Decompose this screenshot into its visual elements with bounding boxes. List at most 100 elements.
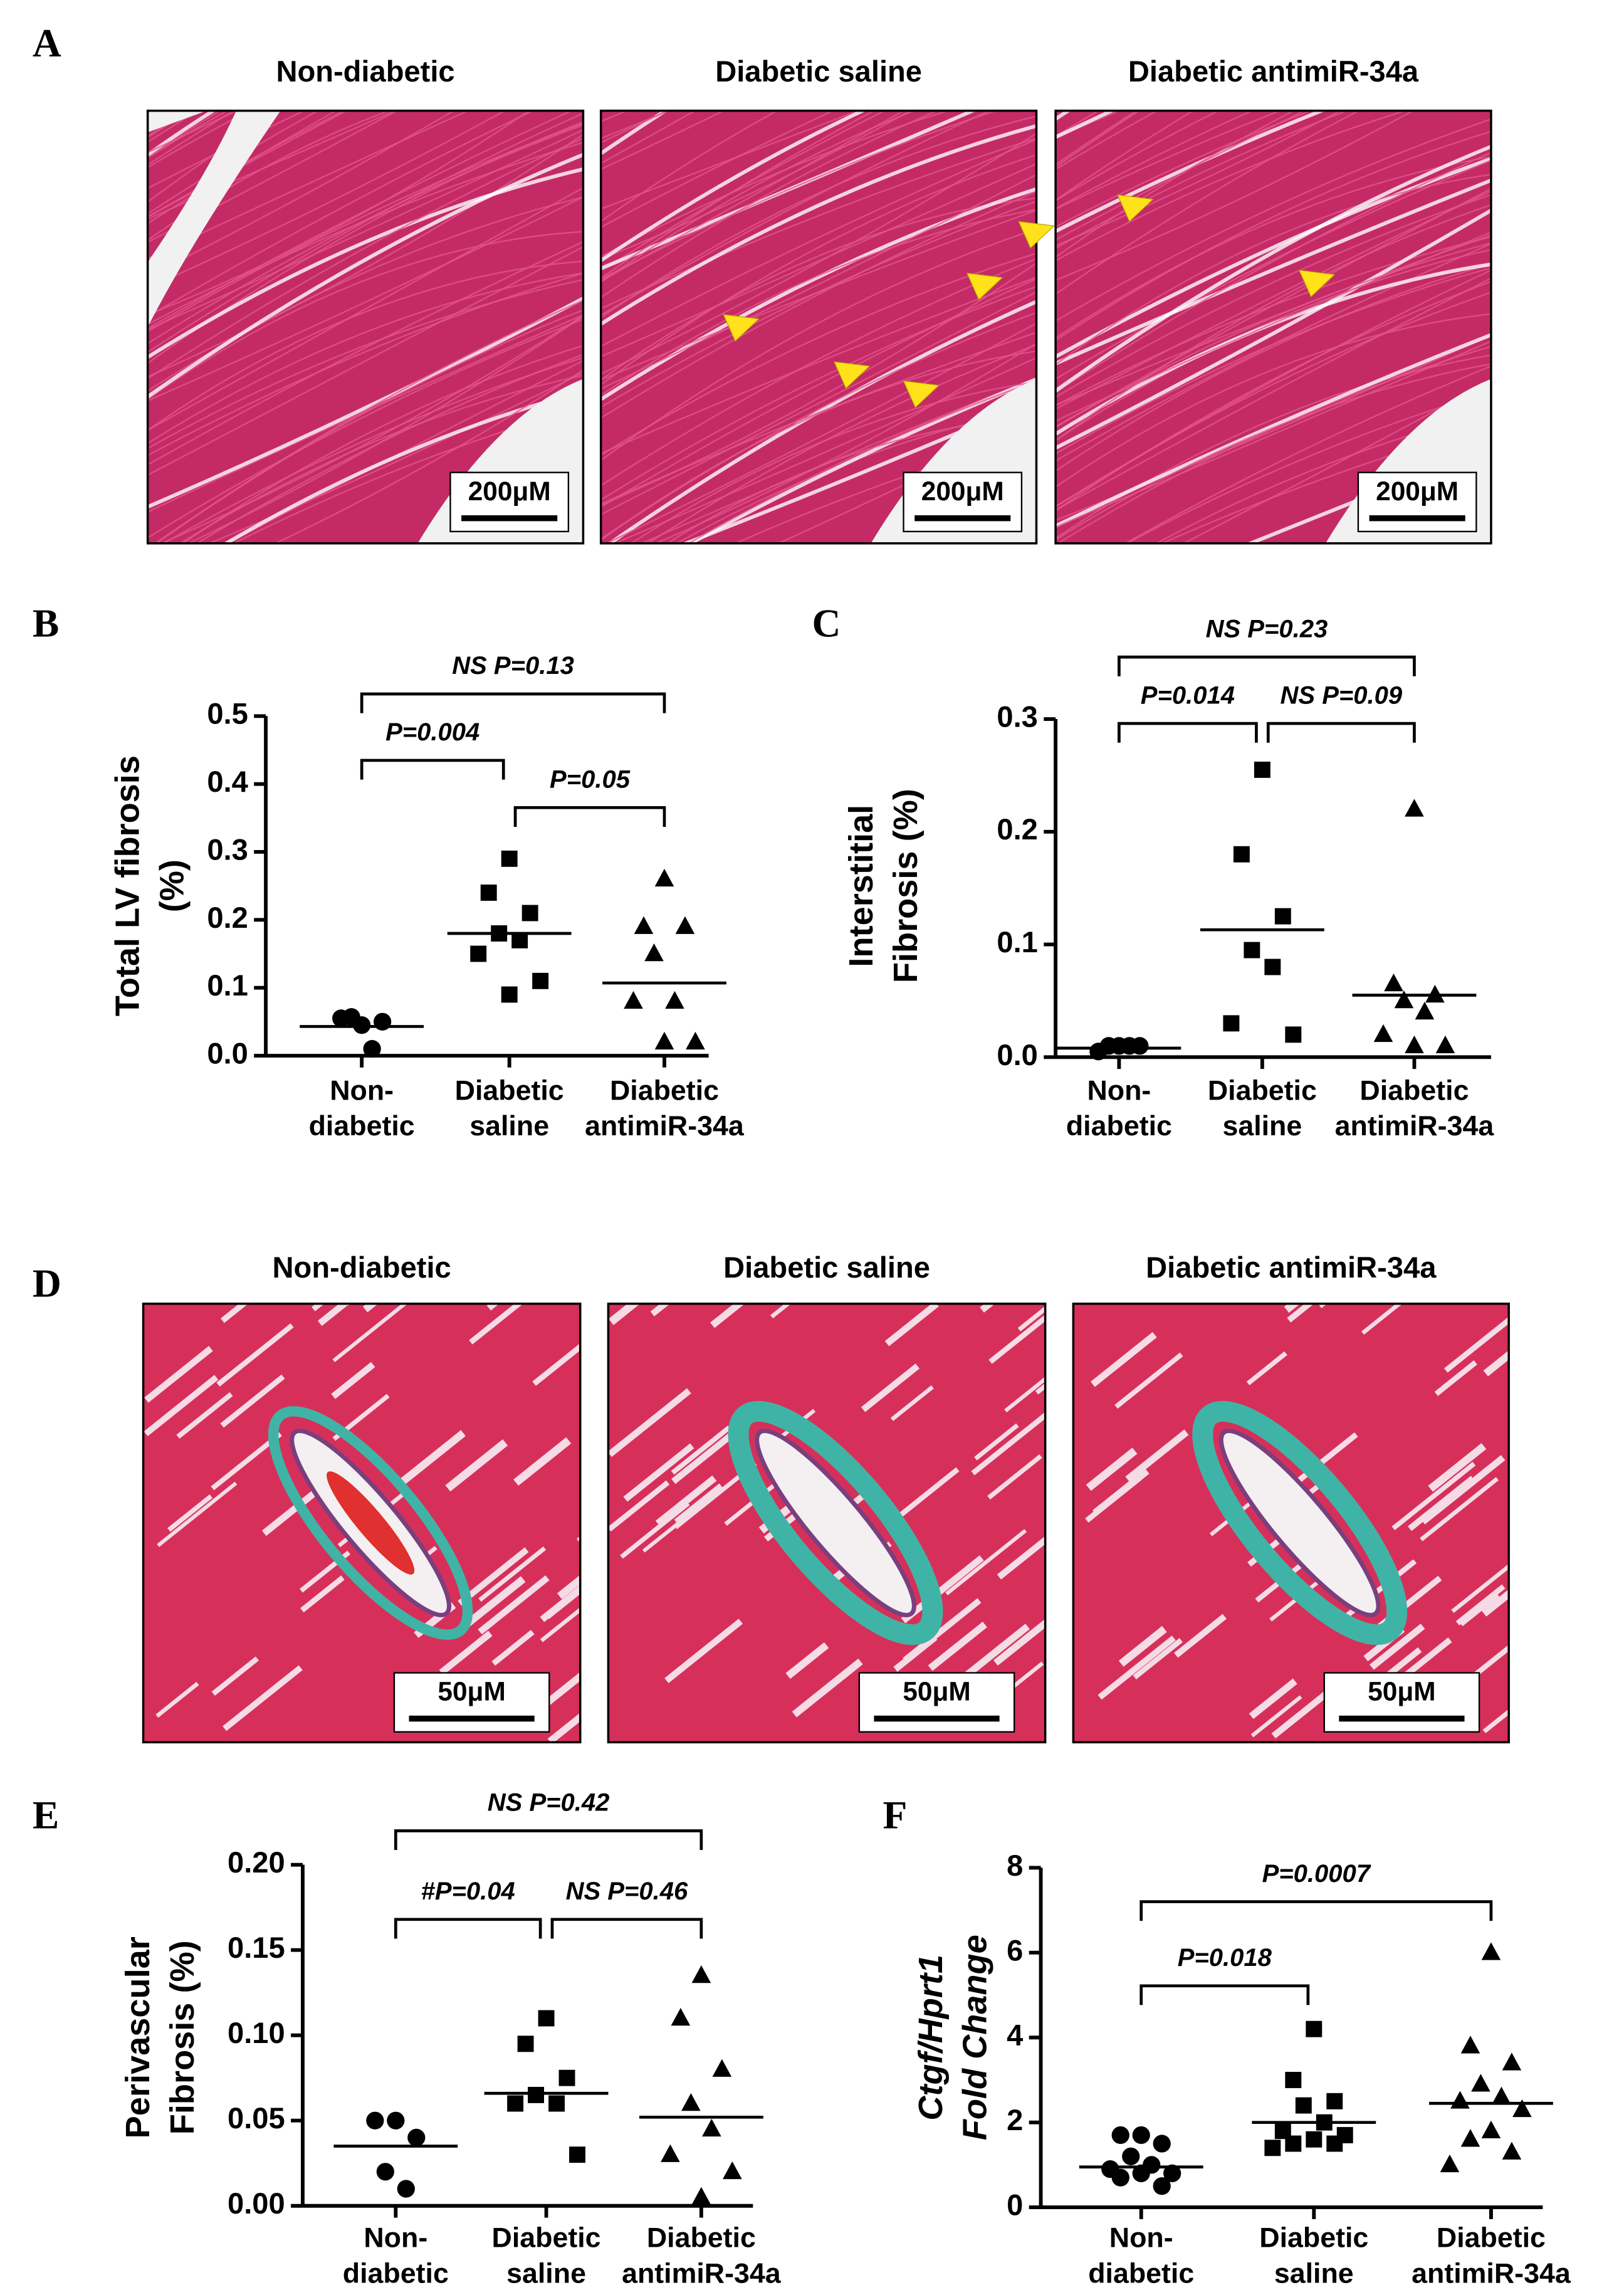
x-tick-label: Diabetic bbox=[1359, 1075, 1469, 1106]
bracket bbox=[550, 1918, 703, 1939]
fiber bbox=[1056, 277, 1491, 512]
cell-gap bbox=[176, 1392, 233, 1439]
cell-gap bbox=[211, 1656, 259, 1696]
fiber bbox=[600, 110, 912, 260]
fiber bbox=[147, 279, 584, 449]
cell-gap bbox=[623, 1443, 694, 1502]
fiber bbox=[600, 209, 1037, 397]
cell-gap bbox=[157, 1481, 238, 1547]
fiber bbox=[600, 187, 1037, 402]
cell-gap bbox=[399, 1430, 466, 1485]
fiber bbox=[1056, 110, 1282, 211]
fiber bbox=[1056, 110, 1141, 169]
cell-gap bbox=[1361, 1303, 1403, 1335]
cell-gap bbox=[893, 1634, 938, 1672]
fiber bbox=[600, 252, 1037, 456]
cell-gap bbox=[513, 1437, 572, 1486]
cell-gap bbox=[1085, 1476, 1141, 1523]
x-tick-label: antimiR-34a bbox=[1412, 2257, 1571, 2289]
fiber bbox=[1056, 110, 1116, 140]
data-point bbox=[1306, 2131, 1323, 2148]
fiber bbox=[1124, 365, 1491, 544]
bracket bbox=[1118, 655, 1416, 676]
annotation: P=0.05 bbox=[550, 766, 631, 794]
data-point bbox=[501, 986, 518, 1003]
data-point bbox=[1460, 2129, 1480, 2147]
bracket bbox=[1139, 1900, 1493, 1921]
fiber bbox=[600, 278, 1037, 508]
scale-label: 200μM bbox=[468, 476, 551, 506]
data-point bbox=[675, 916, 695, 934]
fiber bbox=[1056, 280, 1491, 512]
image-border bbox=[599, 109, 1038, 545]
cell-gap bbox=[958, 1624, 1030, 1683]
panel-label: F bbox=[883, 1792, 908, 1837]
cell-gap bbox=[332, 1303, 408, 1362]
fiber bbox=[1056, 110, 1195, 201]
y-tick-label: 0.0 bbox=[207, 1036, 248, 1069]
data-point bbox=[1435, 1035, 1455, 1054]
fiber bbox=[600, 110, 951, 258]
fiber bbox=[600, 276, 1037, 454]
histology-image bbox=[143, 1303, 580, 1743]
scale-box bbox=[449, 471, 570, 533]
cell-gap bbox=[1391, 1461, 1476, 1531]
image-border bbox=[1054, 109, 1492, 545]
annotation: NS P=0.23 bbox=[1206, 615, 1328, 643]
fiber bbox=[147, 129, 584, 330]
panel-title: Diabetic saline bbox=[715, 55, 922, 88]
data-point bbox=[1415, 1001, 1435, 1020]
fiber bbox=[147, 110, 217, 157]
cell-gap bbox=[331, 1362, 375, 1399]
cell-gap bbox=[1434, 1360, 1477, 1396]
data-point bbox=[1471, 2074, 1490, 2092]
cell-gap bbox=[928, 1621, 987, 1671]
cell-gap bbox=[1420, 1477, 1499, 1542]
data-point bbox=[1099, 1037, 1118, 1055]
cell-gap bbox=[1428, 1443, 1487, 1492]
fiber bbox=[147, 110, 281, 203]
cell-gap bbox=[674, 1483, 723, 1525]
data-point bbox=[1285, 1026, 1302, 1043]
fiber bbox=[600, 350, 1037, 542]
data-point bbox=[1512, 2099, 1532, 2118]
fiber bbox=[147, 134, 584, 378]
fiber bbox=[1056, 152, 1491, 394]
cell-gap bbox=[300, 1575, 345, 1613]
y-tick-label: 0.2 bbox=[997, 812, 1037, 846]
cell-gap bbox=[540, 1607, 580, 1642]
fiber bbox=[147, 110, 456, 278]
y-tick-label: 0.0 bbox=[997, 1038, 1037, 1071]
data-point bbox=[501, 850, 518, 867]
fiber bbox=[182, 345, 584, 544]
bracket bbox=[360, 692, 666, 713]
data-point bbox=[1502, 2052, 1522, 2071]
data-point bbox=[1264, 959, 1281, 975]
fiber bbox=[147, 123, 584, 345]
fiber bbox=[1056, 174, 1491, 365]
panel-title: Non-diabetic bbox=[276, 55, 454, 88]
fiber bbox=[133, 0, 598, 60]
annotation: NS P=0.09 bbox=[1281, 681, 1403, 709]
x-tick-label: diabetic bbox=[309, 1110, 415, 1142]
fiber bbox=[1056, 144, 1491, 394]
data-point bbox=[376, 2163, 394, 2181]
fiber bbox=[223, 389, 584, 544]
data-point bbox=[528, 2086, 545, 2103]
fiber bbox=[600, 209, 1037, 381]
fiber bbox=[1056, 231, 1491, 422]
cell-gap bbox=[655, 1475, 717, 1526]
vessel-lumen bbox=[755, 1429, 916, 1617]
cell-gap bbox=[545, 1585, 580, 1619]
data-point bbox=[548, 2095, 565, 2112]
data-point bbox=[366, 2111, 384, 2130]
cell-gap bbox=[1114, 1352, 1183, 1409]
x-tick-label: Non- bbox=[1109, 2222, 1173, 2254]
fiber bbox=[1125, 391, 1491, 544]
y-tick-label: 0.10 bbox=[228, 2016, 285, 2049]
fiber bbox=[630, 381, 1037, 544]
data-point bbox=[363, 1040, 381, 1058]
fiber bbox=[600, 132, 1037, 375]
annotation: P=0.014 bbox=[1141, 681, 1235, 709]
